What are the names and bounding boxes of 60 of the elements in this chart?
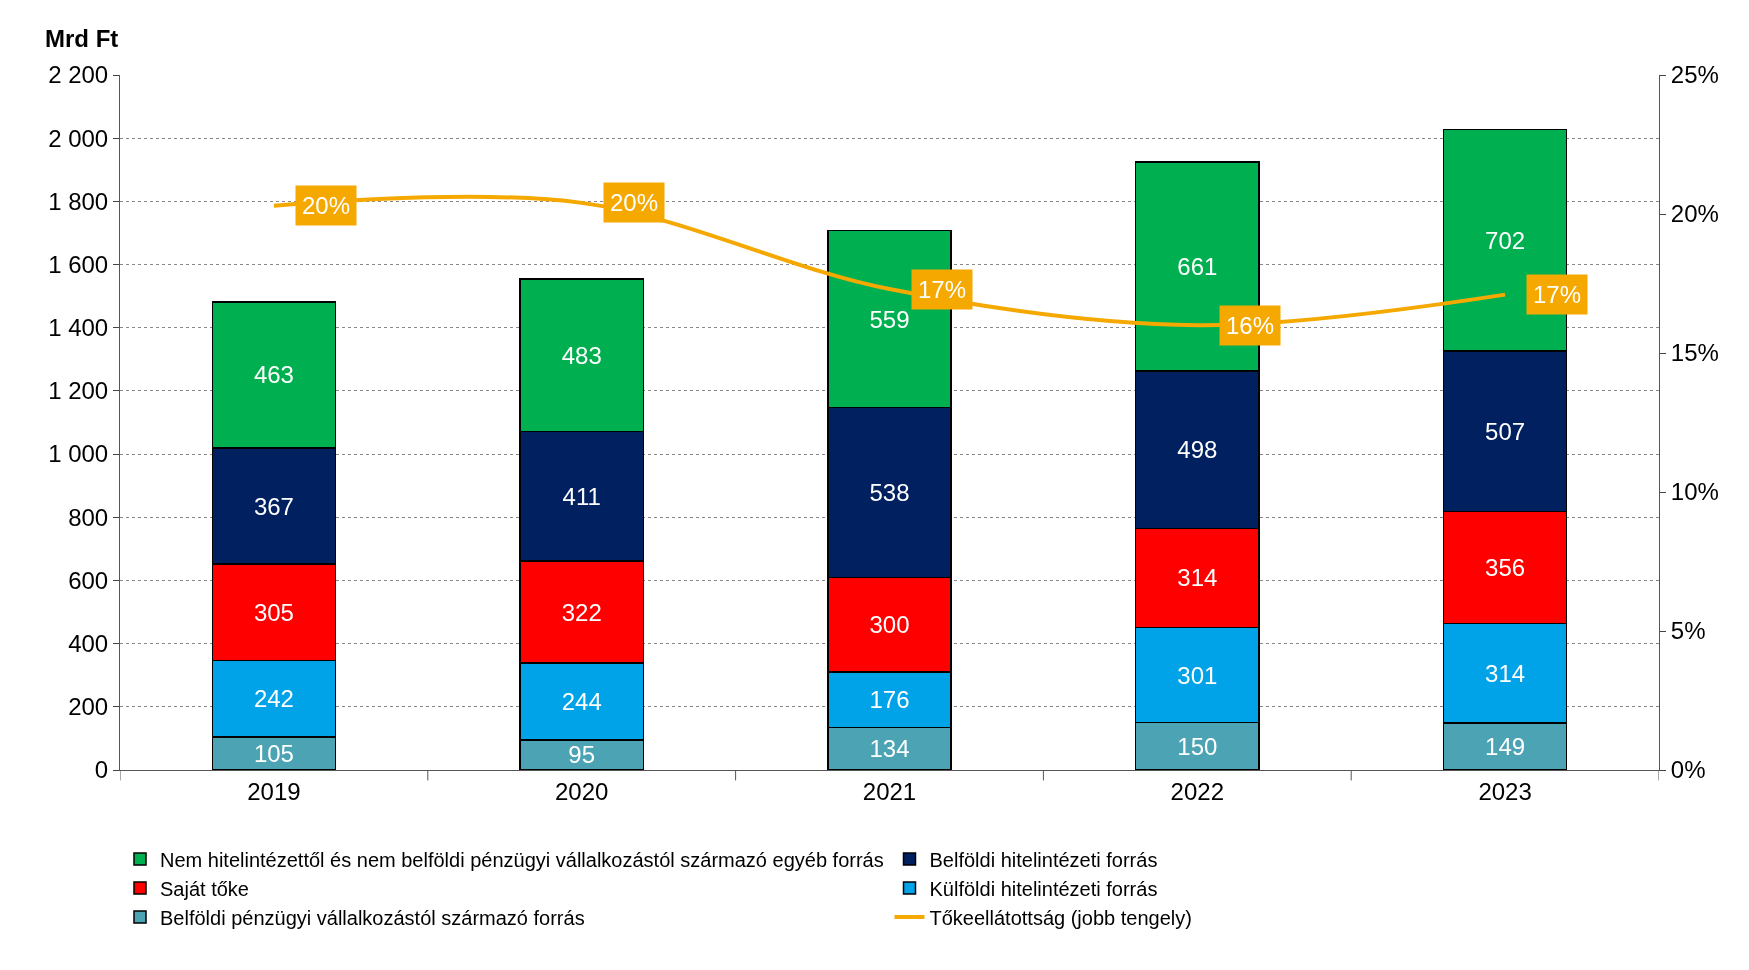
data-label: 411 — [562, 482, 601, 510]
data-label: 105 — [253, 739, 294, 767]
y-tick-label: 1 000 — [48, 440, 109, 468]
y-axis-title: Mrd Ft — [45, 25, 119, 52]
data-label: 149 — [1485, 732, 1526, 760]
data-label: 17% — [918, 276, 967, 303]
y2-tick-label: 25% — [1670, 61, 1719, 89]
data-label: 507 — [1485, 417, 1526, 445]
data-label: 20% — [302, 192, 351, 219]
data-label: 367 — [253, 492, 294, 520]
y-tick-label: 1 400 — [48, 314, 109, 342]
data-label: 17% — [1533, 281, 1582, 308]
data-label: 150 — [1177, 732, 1218, 760]
y-tick-label: 1 800 — [48, 187, 109, 215]
y-tick-label: 2 000 — [48, 124, 109, 152]
y-tick-label: 2 200 — [48, 61, 109, 89]
data-label: 559 — [869, 305, 910, 333]
legend-label: Belföldi hitelintézeti forrás — [929, 848, 1158, 871]
data-label: 498 — [1177, 436, 1218, 464]
x-tick-label: 2020 — [555, 777, 609, 805]
data-label: 463 — [253, 361, 294, 389]
data-label: 244 — [561, 687, 602, 715]
data-label: 356 — [1485, 554, 1526, 581]
data-label: 95 — [568, 741, 596, 769]
x-tick-label: 2021 — [862, 777, 917, 805]
data-label: 300 — [869, 611, 910, 639]
legend-label: Saját tőke — [160, 877, 249, 900]
legend-label: Külföldi hitelintézeti forrás — [929, 877, 1158, 900]
data-label: 134 — [869, 735, 910, 763]
y2-tick-label: 5% — [1670, 617, 1706, 645]
data-label: 314 — [1177, 564, 1218, 592]
data-label: 661 — [1177, 253, 1218, 281]
y-tick-label: 200 — [68, 693, 109, 721]
y-tick-label: 600 — [68, 566, 109, 594]
data-label: 301 — [1177, 661, 1218, 689]
data-label: 305 — [253, 598, 294, 626]
legend-label: Belföldi pénzügyi vállalkozástól származó forrás — [160, 906, 585, 929]
y2-tick-label: 0% — [1670, 756, 1706, 784]
data-label: 242 — [253, 685, 294, 713]
data-label: 176 — [869, 686, 910, 714]
y-tick-label: 0 — [94, 756, 109, 784]
x-tick-label: 2023 — [1478, 777, 1532, 805]
data-label: 314 — [1485, 659, 1526, 687]
y-tick-label: 800 — [68, 503, 109, 531]
data-label: 702 — [1485, 226, 1526, 254]
data-label: 322 — [561, 598, 602, 626]
y-tick-label: 1 200 — [48, 377, 109, 405]
y2-tick-label: 10% — [1670, 478, 1719, 506]
x-tick-label: 2019 — [247, 777, 301, 805]
x-tick-label: 2022 — [1170, 777, 1224, 805]
data-label: 483 — [561, 341, 602, 369]
data-label: 538 — [869, 478, 910, 506]
legend-label: Tőkeellátottság (jobb tengely) — [929, 906, 1192, 929]
y-tick-label: 1 600 — [48, 250, 109, 278]
y2-tick-label: 15% — [1670, 339, 1719, 367]
y2-tick-label: 20% — [1670, 200, 1719, 228]
data-label: 16% — [1226, 312, 1275, 339]
y-tick-label: 400 — [68, 630, 109, 658]
legend-label: Nem hitelintézettől és nem belföldi pénzügyi vállalkozástól származó egyéb forrás — [160, 848, 884, 871]
data-label: 20% — [610, 189, 659, 216]
